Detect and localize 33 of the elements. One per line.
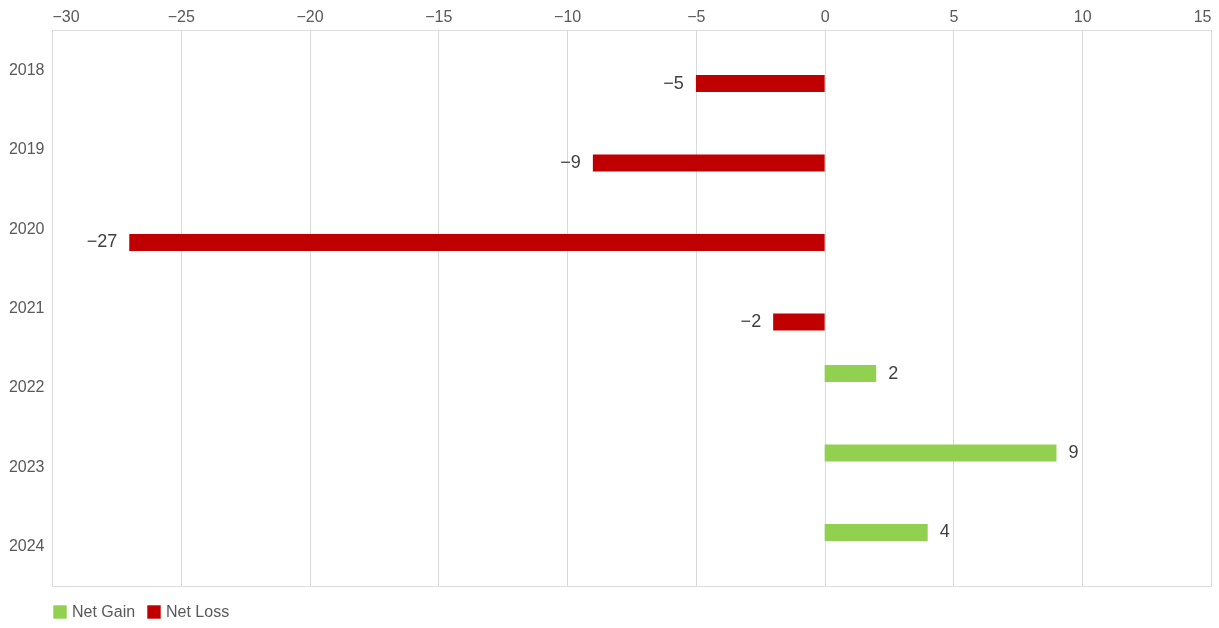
x-tick-label: −10 [554,7,582,25]
y-tick-label: 2023 [8,457,45,475]
y-tick-label: 2021 [8,299,45,316]
x-tick-label: 5 [949,7,959,25]
bar [773,313,825,331]
data-label: −5 [663,72,684,93]
data-label: 2 [888,362,899,383]
data-label: 4 [939,521,950,542]
bar [824,444,1057,462]
bar [824,365,877,383]
bar [592,154,825,172]
y-tick-label: 2022 [8,378,45,396]
data-label: −9 [560,152,581,173]
data-label: −27 [86,231,118,252]
y-tick-label: 2018 [8,60,45,78]
x-tick-label: 15 [1193,7,1212,25]
y-tick-label: 2020 [8,219,45,237]
x-tick-label: −30 [52,7,80,25]
bar [695,75,825,93]
x-tick-label: 0 [820,7,830,25]
y-tick-label: 2019 [8,140,45,158]
data-label: 9 [1068,441,1079,462]
y-tick-label: 2024 [8,537,45,555]
x-tick-label: −25 [167,7,195,25]
legend-label: Net Loss [166,603,230,620]
legend-label: Net Gain [72,603,136,620]
x-tick-label: −20 [296,7,324,25]
x-tick-label: −5 [687,7,706,25]
data-label: −2 [740,310,762,331]
bar [129,233,825,251]
x-tick-label: 10 [1073,7,1092,25]
bar [824,523,928,541]
x-tick-label: −15 [425,7,453,25]
